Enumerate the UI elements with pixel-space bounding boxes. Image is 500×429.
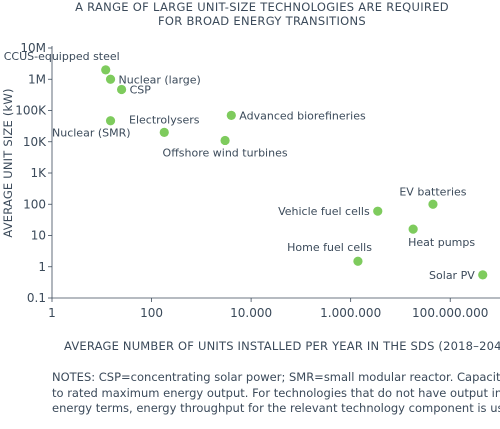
data-point (105, 116, 116, 126)
data-point (159, 127, 169, 137)
point-labels: CCUS-equipped steel Nuclear (large)CSP Nuc… (4, 50, 476, 282)
x-tick-label: 10.000 (230, 306, 272, 320)
point-label: Vehicle fuel cells (278, 205, 370, 218)
point-label: Nuclear (large) (119, 73, 201, 86)
y-tick-label: 100 (23, 197, 46, 211)
chart-title-line-1: A RANGE OF LARGE UNIT-SIZE TECHNOLOGIES … (75, 0, 449, 14)
data-point (408, 224, 418, 234)
point-label: Nuclear (SMR) (52, 127, 131, 140)
y-tick-label: 100K (15, 104, 47, 118)
y-tick-label: 1K (30, 166, 47, 180)
x-tick-label: 100.000.000 (412, 306, 488, 320)
notes-line-3: energy terms, energy throughput for the … (52, 401, 500, 415)
y-tick-label: 10 (31, 229, 46, 243)
point-label: Offshore wind turbines (163, 146, 288, 159)
y-tick-label: 0.1 (27, 291, 46, 305)
notes-line-1: NOTES: CSP=concentrating solar power; SM… (52, 370, 500, 384)
chart-notes: NOTES: CSP=concentrating solar power; SM… (52, 370, 500, 417)
data-point (428, 199, 438, 209)
data-point (353, 256, 363, 266)
data-point (220, 135, 230, 146)
point-label: Solar PV (429, 269, 475, 282)
x-axis-title: AVERAGE NUMBER OF UNITS INSTALLED PER YE… (64, 339, 500, 353)
data-point (226, 110, 236, 120)
scatter-chart: A RANGE OF LARGE UNIT-SIZE TECHNOLOGIES … (1, 0, 500, 353)
y-tick-label: 1 (38, 260, 46, 274)
point-label: Advanced biorefineries (239, 109, 366, 122)
y-tick-label: 10K (23, 135, 47, 149)
chart-title-line-2: FOR BROAD ENERGY TRANSITIONS (158, 14, 366, 28)
y-axis-title: AVERAGE UNIT SIZE (kW) (1, 88, 15, 237)
point-label: CCUS-equipped steel (4, 50, 120, 63)
point-label: Electrolysers (129, 113, 200, 126)
x-tick-label: 100 (140, 306, 163, 320)
y-tick-label: 10M (20, 41, 46, 55)
y-tick-label: 1M (28, 72, 46, 86)
x-tick-label: 1 (48, 306, 56, 320)
data-point (101, 65, 111, 75)
axes (51, 46, 500, 299)
point-label: Heat pumps (408, 236, 475, 249)
point-label: EV batteries (399, 185, 466, 198)
data-point (116, 84, 127, 95)
x-axis-ticks: 1 100 10.000 1.000.000 100.000.000 (48, 298, 488, 320)
data-point (478, 270, 488, 280)
notes-line-2: to rated maximum energy output. For tech… (52, 385, 500, 400)
point-label: Home fuel cells (287, 241, 372, 254)
data-points (101, 65, 488, 280)
data-point (105, 74, 116, 84)
point-label: CSP (130, 83, 152, 96)
y-axis-ticks: 0.1 1 10 100 1K 10K 100K 1M 10M (15, 41, 52, 305)
x-tick-label: 1.000.000 (320, 306, 381, 320)
data-point (373, 206, 383, 216)
